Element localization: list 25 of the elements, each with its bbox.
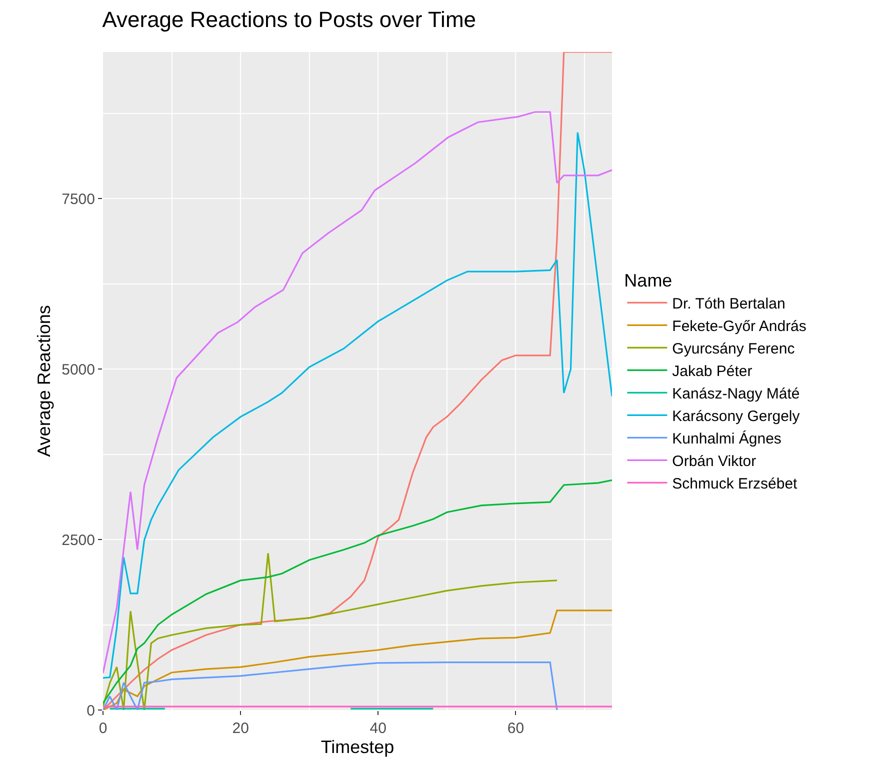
y-tick-label: 0 <box>86 702 95 720</box>
legend-label: Schmuck Erzsébet <box>672 476 798 492</box>
legend-label: Orbán Viktor <box>672 453 756 470</box>
legend-label: Gyurcsány Ferenc <box>672 340 796 358</box>
x-tick-label: 40 <box>370 720 386 737</box>
x-axis-title: Timestep <box>320 737 394 758</box>
legend-title: Name <box>624 270 672 290</box>
legend-label: Karácsony Gergely <box>672 408 800 425</box>
y-tick-label: 2500 <box>62 532 95 549</box>
line-series <box>103 610 612 710</box>
chart-title: Average Reactions to Posts over Time <box>102 7 476 32</box>
legend-label: Kanász-Nagy Máté <box>672 386 800 402</box>
y-tick-label: 5000 <box>62 361 95 378</box>
line-series <box>103 552 558 710</box>
x-tick-label: 60 <box>507 720 524 737</box>
y-tick-label: 7500 <box>62 190 95 208</box>
line-series <box>103 661 558 710</box>
legend-label: Fekete-Győr András <box>672 318 806 335</box>
legend-label: Kunhalmi Ágnes <box>672 430 782 448</box>
y-axis-title: Average Reactions <box>34 305 54 457</box>
x-tick-label: 20 <box>232 720 249 737</box>
x-tick-label: 0 <box>98 720 108 737</box>
legend-label: Dr. Tóth Bertalan <box>672 296 786 312</box>
line-series <box>103 479 612 704</box>
legend-label: Jakab Péter <box>672 363 752 380</box>
